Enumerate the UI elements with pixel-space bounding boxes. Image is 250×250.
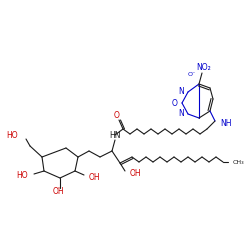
Text: O: O [172, 98, 178, 108]
Text: OH: OH [52, 188, 64, 196]
Text: NH: NH [220, 120, 232, 128]
Text: O⁻: O⁻ [188, 72, 196, 78]
Text: O: O [114, 112, 120, 120]
Text: HO: HO [6, 132, 18, 140]
Text: OH: OH [89, 174, 101, 182]
Text: HN: HN [109, 132, 121, 140]
Text: OH: OH [130, 168, 141, 177]
Text: N: N [178, 88, 184, 96]
Text: N: N [178, 110, 184, 118]
Text: NO₂: NO₂ [196, 62, 212, 72]
Text: CH₃: CH₃ [233, 160, 244, 164]
Text: HO: HO [16, 172, 28, 180]
